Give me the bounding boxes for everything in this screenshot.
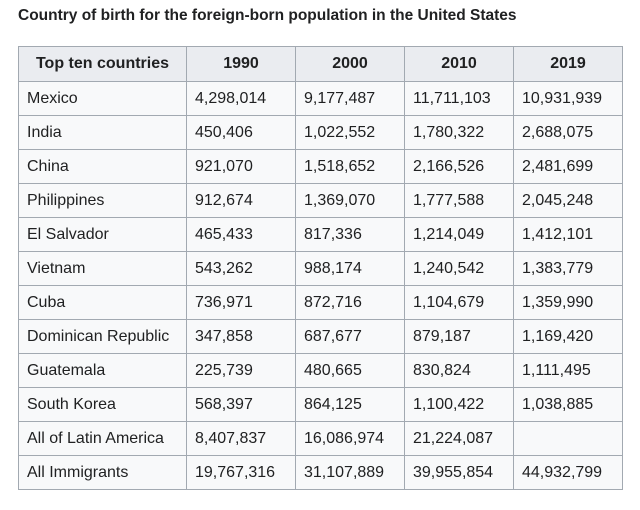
cell: 879,187 [404,319,514,354]
cell: 912,674 [186,183,296,218]
cell: 736,971 [186,285,296,320]
cell: 1,518,652 [295,149,405,184]
cell: 11,711,103 [404,81,514,116]
row-label: Cuba [18,285,187,320]
cell: 1,412,101 [513,217,623,252]
cell: 1,240,542 [404,251,514,286]
row-label: Mexico [18,81,187,116]
cell: 2,481,699 [513,149,623,184]
column-header: 1990 [186,46,296,82]
cell: 39,955,854 [404,455,514,490]
cell [513,421,623,456]
cell: 465,433 [186,217,296,252]
table-row: China 921,070 1,518,652 2,166,526 2,481,699 [18,149,623,184]
row-label: Philippines [18,183,187,218]
cell: 568,397 [186,387,296,422]
table-row: El Salvador 465,433 817,336 1,214,049 1,412,… [18,217,623,252]
cell: 2,688,075 [513,115,623,150]
table-row: Vietnam 543,262 988,174 1,240,542 1,383,779 [18,251,623,286]
cell: 9,177,487 [295,81,405,116]
column-header: 2010 [404,46,514,82]
row-label: Vietnam [18,251,187,286]
table-row: Philippines 912,674 1,369,070 1,777,588 2,04… [18,183,623,218]
cell: 1,169,420 [513,319,623,354]
cell: 450,406 [186,115,296,150]
table-body: Mexico 4,298,014 9,177,487 11,711,103 10,931… [18,81,623,490]
header-row: Top ten countries 1990 2000 2010 2019 [18,46,623,82]
row-label: Guatemala [18,353,187,388]
column-header: 2019 [513,46,623,82]
cell: 31,107,889 [295,455,405,490]
cell: 1,022,552 [295,115,405,150]
row-label: China [18,149,187,184]
cell: 2,045,248 [513,183,623,218]
row-label: India [18,115,187,150]
cell: 687,677 [295,319,405,354]
cell: 1,777,588 [404,183,514,218]
cell: 1,359,990 [513,285,623,320]
row-label: All Immigrants [18,455,187,490]
cell: 1,383,779 [513,251,623,286]
cell: 16,086,974 [295,421,405,456]
cell: 921,070 [186,149,296,184]
row-label: El Salvador [18,217,187,252]
cell: 1,214,049 [404,217,514,252]
table-row: All of Latin America 8,407,837 16,086,974 2… [18,421,623,456]
cell: 1,780,322 [404,115,514,150]
row-label: South Korea [18,387,187,422]
cell: 1,038,885 [513,387,623,422]
cell: 2,166,526 [404,149,514,184]
cell: 44,932,799 [513,455,623,490]
title: Country of birth for the foreign-born po… [18,7,517,24]
cell: 1,104,679 [404,285,514,320]
cell: 1,111,495 [513,353,623,388]
table-row: Mexico 4,298,014 9,177,487 11,711,103 10,931… [18,81,623,116]
column-header: Top ten countries [18,46,187,82]
table-row: Guatemala 225,739 480,665 830,824 1,111,495 [18,353,623,388]
cell: 480,665 [295,353,405,388]
table-row: Dominican Republic 347,858 687,677 879,187 1… [18,319,623,354]
cell: 1,100,422 [404,387,514,422]
row-label: All of Latin America [18,421,187,456]
cell: 8,407,837 [186,421,296,456]
cell: 830,824 [404,353,514,388]
cell: 864,125 [295,387,405,422]
row-label: Dominican Republic [18,319,187,354]
cell: 872,716 [295,285,405,320]
table-row: Cuba 736,971 872,716 1,104,679 1,359,990 [18,285,623,320]
cell: 347,858 [186,319,296,354]
cell: 1,369,070 [295,183,405,218]
cell: 225,739 [186,353,296,388]
cell: 543,262 [186,251,296,286]
table-row: South Korea 568,397 864,125 1,100,422 1,038,… [18,387,623,422]
cell: 988,174 [295,251,405,286]
cell: 4,298,014 [186,81,296,116]
cell: 21,224,087 [404,421,514,456]
table-row: India 450,406 1,022,552 1,780,322 2,688,075 [18,115,623,150]
cell: 10,931,939 [513,81,623,116]
cell: 19,767,316 [186,455,296,490]
data-table: Top ten countries 1990 2000 2010 2019 Mexico… [18,46,623,490]
table-row: All Immigrants 19,767,316 31,107,889 39,955… [18,455,623,490]
cell: 817,336 [295,217,405,252]
column-header: 2000 [295,46,405,82]
